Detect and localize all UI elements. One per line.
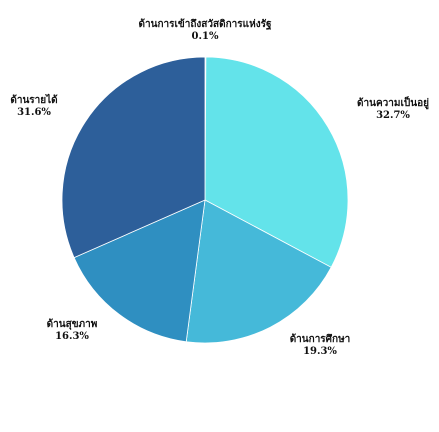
pie-slice-4 (73, 199, 206, 343)
pie-slice-2 (204, 56, 349, 268)
slice-2-label: ด้านความเป็นอยู่ (357, 95, 429, 110)
slice-1-value-label: 0.1% (192, 31, 219, 42)
slice-1-label: ด้านการเข้าถึงสวัสดิการแห่งรัฐ (139, 18, 272, 30)
slice-4-value-label: 16.3% (55, 331, 89, 342)
slice-3-label: ด้านการศึกษา (290, 333, 351, 345)
slice-3-value-label: 19.3% (303, 346, 337, 357)
slice-4-label: ด้านสุขภาพ (47, 318, 98, 330)
slice-2-value-label: 32.7% (376, 110, 410, 121)
pie-labels: ด้านการเข้าถึงสวัสดิการแห่งรัฐ0.1% ด้านคว… (10, 18, 429, 357)
pie-slices (61, 56, 349, 344)
pie-slice-5 (61, 56, 206, 259)
pie-slice-3 (185, 199, 332, 344)
slice-5-label: ด้านรายได้ (10, 93, 57, 106)
slice-5-value-label: 31.6% (17, 107, 51, 118)
